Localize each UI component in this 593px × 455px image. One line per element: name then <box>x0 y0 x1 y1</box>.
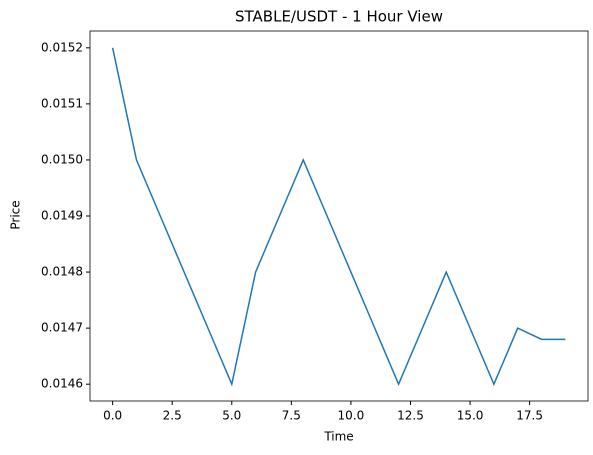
y-tick-label: 0.0149 <box>41 209 83 223</box>
x-tick-label: 15.0 <box>457 409 484 423</box>
chart-title: STABLE/USDT - 1 Hour View <box>235 8 443 26</box>
x-tick-label: 5.0 <box>222 409 241 423</box>
y-axis-label: Price <box>9 200 23 229</box>
x-tick-label: 12.5 <box>397 409 424 423</box>
x-tick-label: 10.0 <box>338 409 365 423</box>
y-tick-label: 0.0146 <box>41 377 83 391</box>
y-tick-label: 0.0151 <box>41 96 83 110</box>
y-tick-label: 0.0147 <box>41 321 83 335</box>
y-tick-label: 0.0150 <box>41 152 83 166</box>
x-tick-label: 0.0 <box>103 409 122 423</box>
x-tick-label: 17.5 <box>516 409 543 423</box>
x-axis-label: Time <box>323 430 353 444</box>
plot-frame <box>89 30 589 402</box>
x-tick-label: 2.5 <box>163 409 182 423</box>
y-tick-label: 0.0148 <box>41 265 83 279</box>
x-tick-label: 7.5 <box>282 409 301 423</box>
line <box>111 47 566 387</box>
y-tick-label: 0.0152 <box>41 40 83 54</box>
